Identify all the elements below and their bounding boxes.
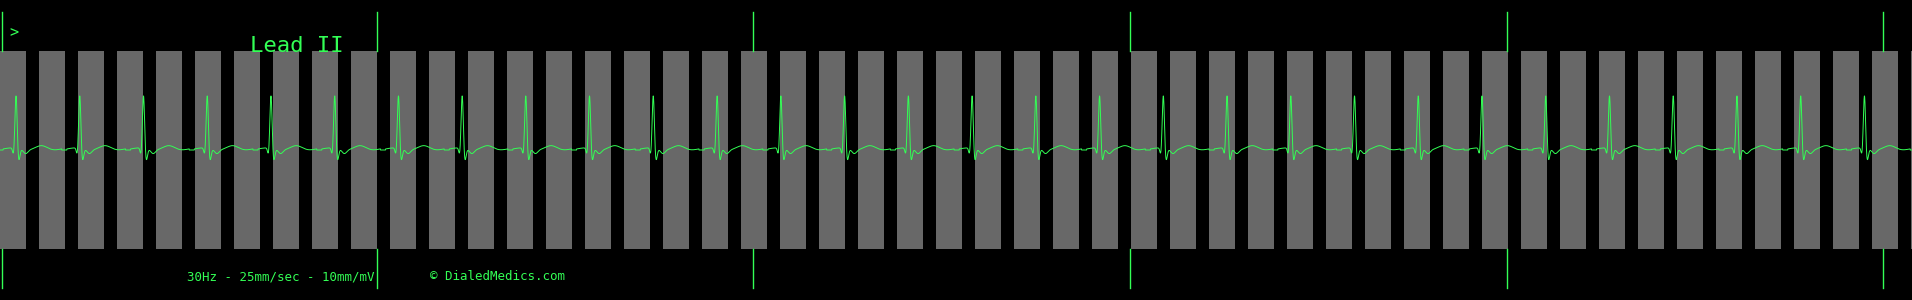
Bar — [1208, 51, 1235, 249]
Bar — [0, 51, 27, 249]
Bar — [1327, 51, 1352, 249]
Bar — [1598, 51, 1625, 249]
Bar — [1793, 51, 1820, 249]
Bar — [312, 51, 338, 249]
Bar — [1715, 51, 1742, 249]
Bar — [428, 51, 455, 249]
Bar — [1482, 51, 1509, 249]
Bar — [897, 51, 923, 249]
Bar — [1560, 51, 1585, 249]
Bar — [663, 51, 688, 249]
Bar — [117, 51, 143, 249]
Text: >: > — [10, 26, 19, 40]
Bar — [937, 51, 962, 249]
Text: 30Hz - 25mm/sec - 10mm/mV: 30Hz - 25mm/sec - 10mm/mV — [187, 270, 375, 283]
Bar — [1092, 51, 1119, 249]
Bar — [38, 51, 65, 249]
Bar — [1755, 51, 1780, 249]
Bar — [585, 51, 612, 249]
Bar — [1444, 51, 1468, 249]
Bar — [1132, 51, 1157, 249]
Bar — [858, 51, 883, 249]
Bar — [780, 51, 807, 249]
Bar — [468, 51, 493, 249]
Bar — [390, 51, 417, 249]
Bar — [1403, 51, 1430, 249]
Bar — [273, 51, 298, 249]
Bar — [1677, 51, 1704, 249]
Bar — [1639, 51, 1663, 249]
Bar — [195, 51, 222, 249]
Bar — [818, 51, 845, 249]
Bar — [742, 51, 767, 249]
Bar — [352, 51, 377, 249]
Bar — [547, 51, 572, 249]
Bar — [1287, 51, 1314, 249]
Bar — [702, 51, 728, 249]
Bar — [1834, 51, 1858, 249]
Bar — [1249, 51, 1273, 249]
Bar — [975, 51, 1002, 249]
Bar — [507, 51, 533, 249]
Bar — [233, 51, 260, 249]
Bar — [157, 51, 182, 249]
Bar — [1522, 51, 1547, 249]
Bar — [623, 51, 650, 249]
Text: © DialedMedics.com: © DialedMedics.com — [430, 270, 566, 283]
Bar — [1365, 51, 1392, 249]
Bar — [1054, 51, 1078, 249]
Bar — [78, 51, 103, 249]
Bar — [1013, 51, 1040, 249]
Bar — [1170, 51, 1197, 249]
Text: Lead II: Lead II — [250, 36, 342, 56]
Bar — [1872, 51, 1899, 249]
